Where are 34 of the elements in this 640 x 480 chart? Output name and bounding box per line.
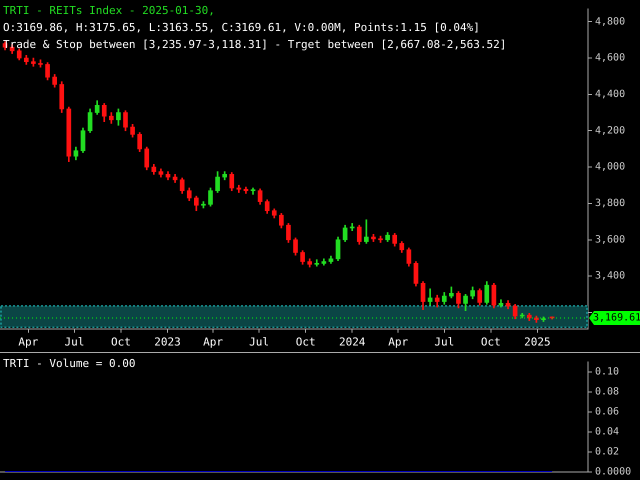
candlestick (378, 236, 383, 243)
chart-title: TRTI - Volume = 0.00 (3, 356, 136, 372)
x-tick-label: 2024 (338, 335, 366, 348)
x-tick-label: Oct (111, 335, 131, 348)
y-tick-label: 4,800 (595, 16, 626, 28)
text: O:3169.86, H:3175.65, L:3163.55, C:3169.61, V:0.00M, Points:1.15 [0.04%] (3, 20, 481, 36)
y-tick-label: 4,000 (595, 162, 626, 173)
y-tick-label: 0.06 (595, 406, 620, 418)
y-tick-label: 3,800 (595, 198, 626, 210)
x-tick-label: 2025 (524, 335, 551, 348)
y-tick-label: 0.10 (595, 366, 620, 378)
x-tick-label: 2023 (154, 335, 181, 348)
x-tick-label: Jul (249, 335, 270, 348)
candlestick (201, 201, 206, 208)
x-tick-label: Jul (64, 335, 84, 348)
x-tick-label: Apr (388, 335, 409, 348)
x-tick-label: Oct (480, 335, 501, 348)
y-tick-label: 4,600 (595, 52, 626, 64)
y-tick-label: 3,600 (595, 234, 626, 246)
x-tick-label: Apr (18, 335, 39, 348)
y-tick-label: 0.0000 (595, 466, 632, 478)
x-tick-label: Jul (434, 335, 454, 348)
y-tick-label: 3,400 (595, 270, 626, 282)
candlestick (38, 60, 43, 68)
chart-title: TRTI - REITs Index - 2025-01-30, (3, 3, 216, 19)
y-tick-label: 0.04 (595, 426, 620, 438)
candlestick (250, 188, 256, 195)
x-tick-label: Oct (296, 335, 316, 348)
y-tick-label: 0.02 (595, 446, 620, 458)
y-tick-label: 4,200 (595, 125, 626, 136)
y-tick-label: 0.08 (595, 386, 620, 398)
x-tick-label: Apr (203, 335, 224, 348)
candlestick (244, 186, 248, 194)
y-tick-label: 4,400 (595, 88, 626, 100)
